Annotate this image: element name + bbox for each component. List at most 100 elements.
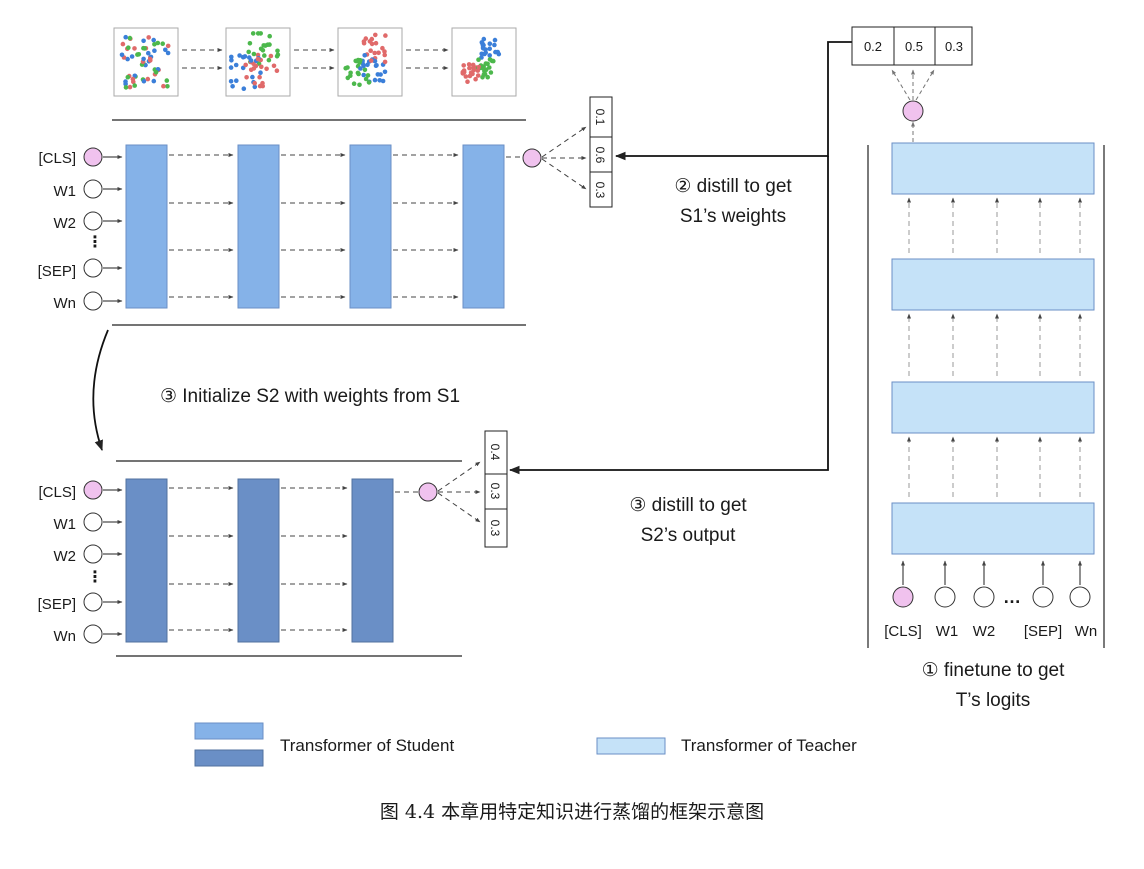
s2-prob-2: 0.3 <box>488 483 502 500</box>
student2-panel: [CLS] W1 W2 [SEP] Wn ⋮ <box>38 430 508 657</box>
s1-input-w2: W2 <box>54 215 77 232</box>
scatter-dot <box>487 41 493 46</box>
s2-token-node <box>83 544 103 564</box>
teacher-transformer-block-3 <box>891 258 1095 311</box>
scatter-dot <box>248 58 254 63</box>
scatter-dot <box>372 77 378 83</box>
step3-distill-label-line1: ③ distill to get <box>629 495 747 516</box>
scatter-dot <box>271 63 277 69</box>
scatter-dot <box>253 63 259 69</box>
init-arrow <box>92 329 109 452</box>
scatter-dot <box>476 57 481 62</box>
teacher-cls-node <box>892 586 914 608</box>
teacher-token-node <box>973 586 995 608</box>
s1-transformer-block-4 <box>462 144 505 309</box>
scatter-dot <box>148 58 153 63</box>
teacher-logit-1: 0.2 <box>864 39 882 54</box>
scatter-dot <box>361 39 367 44</box>
step2-label-line2: S1’s weights <box>680 206 786 227</box>
scatter-dot <box>264 66 269 72</box>
scatter-dot <box>492 37 498 43</box>
scatter-dot <box>481 36 487 42</box>
scatter-dot <box>257 83 263 89</box>
scatter-dot <box>480 66 486 71</box>
scatter-dot <box>480 46 486 51</box>
scatter-dot <box>266 57 272 63</box>
scatter-dot <box>461 63 467 68</box>
s2-input-w1: W1 <box>54 516 77 533</box>
scatter-dot <box>267 33 273 39</box>
scatter-dot <box>363 76 369 82</box>
scatter-dot <box>460 71 466 76</box>
scatter-dot <box>247 41 253 46</box>
scatter-dot <box>164 78 170 83</box>
teacher-transformer-block-4 <box>891 142 1095 195</box>
scatter-dot <box>373 40 379 46</box>
scatter-dot <box>243 62 248 68</box>
scatter-dot <box>351 81 357 86</box>
scatter-dot <box>146 50 151 56</box>
scatter-dot <box>365 62 370 68</box>
scatter-dot <box>345 75 351 81</box>
scatter-dot <box>466 62 472 67</box>
teacher-ellipsis: … <box>1003 587 1021 607</box>
scatter-dot <box>237 53 242 58</box>
scatter-dot <box>382 49 387 54</box>
scatter-dot <box>476 64 482 70</box>
figure-caption: 图 4.4 本章用特定知识进行蒸馏的框架示意图 <box>380 801 764 823</box>
scatter-dot <box>165 50 171 56</box>
scatter-dot <box>132 46 137 51</box>
scatter-dot <box>382 52 388 58</box>
s1-transformer-block-1 <box>125 144 168 309</box>
scatter-dot <box>252 80 257 86</box>
scatter-dot <box>250 74 255 80</box>
scatter-dot <box>357 82 362 88</box>
s2-transformer-block-1 <box>125 478 168 643</box>
scatter-dot <box>262 53 267 58</box>
s2-prob-box <box>484 430 508 548</box>
legend-swatch-student-s1 <box>194 722 264 740</box>
scatter-dot <box>470 62 476 68</box>
scatter-dot <box>160 41 165 46</box>
scatter-dot <box>268 53 274 59</box>
s2-prob-3: 0.3 <box>488 520 502 537</box>
teacher-logits-box <box>851 26 973 66</box>
scatter-dot <box>130 76 136 82</box>
teacher-input-sep: [SEP] <box>1024 623 1062 640</box>
scatter-dot <box>260 48 266 53</box>
teacher-input-wn: Wn <box>1075 623 1098 640</box>
scatter-dot <box>120 41 126 47</box>
s1-prob-box <box>589 96 613 208</box>
scatter-dot <box>357 60 362 65</box>
scatter-dot <box>362 53 368 58</box>
teacher-output-node <box>902 100 924 122</box>
scatter-dot <box>367 39 373 44</box>
scatter-dot <box>257 74 262 80</box>
scatter-dot <box>488 70 494 75</box>
s1-prob-3: 0.3 <box>593 182 607 199</box>
scatter-dot <box>251 51 257 57</box>
s2-input-sep: [SEP] <box>38 596 76 613</box>
teacher-token-node <box>1069 586 1091 608</box>
s1-input-w1: W1 <box>54 183 77 200</box>
scatter-dot <box>127 35 133 41</box>
scatter-dot <box>368 48 374 53</box>
s2-input-w2: W2 <box>54 548 77 565</box>
step1-label-line1: ① finetune to get <box>922 660 1065 681</box>
scatter-dot <box>234 78 239 83</box>
student1-panel: [CLS] W1 W2 [SEP] Wn ⋮ <box>38 96 613 326</box>
scatter-dot <box>244 75 249 80</box>
scatter-dot <box>372 50 378 56</box>
scatter-dot <box>274 68 280 73</box>
scatter-dot <box>485 61 490 67</box>
scatter-dot <box>470 71 475 77</box>
scatter-dot <box>487 46 493 51</box>
s1-output-node <box>522 148 542 168</box>
s1-transformer-block-3 <box>349 144 392 309</box>
scatter-dot <box>240 54 246 60</box>
scatter-dot <box>258 31 264 36</box>
legend-teacher-label: Transformer of Teacher <box>681 736 857 755</box>
legend: Transformer of Student Transformer of Te… <box>194 722 857 767</box>
scatter-dot <box>123 81 128 87</box>
